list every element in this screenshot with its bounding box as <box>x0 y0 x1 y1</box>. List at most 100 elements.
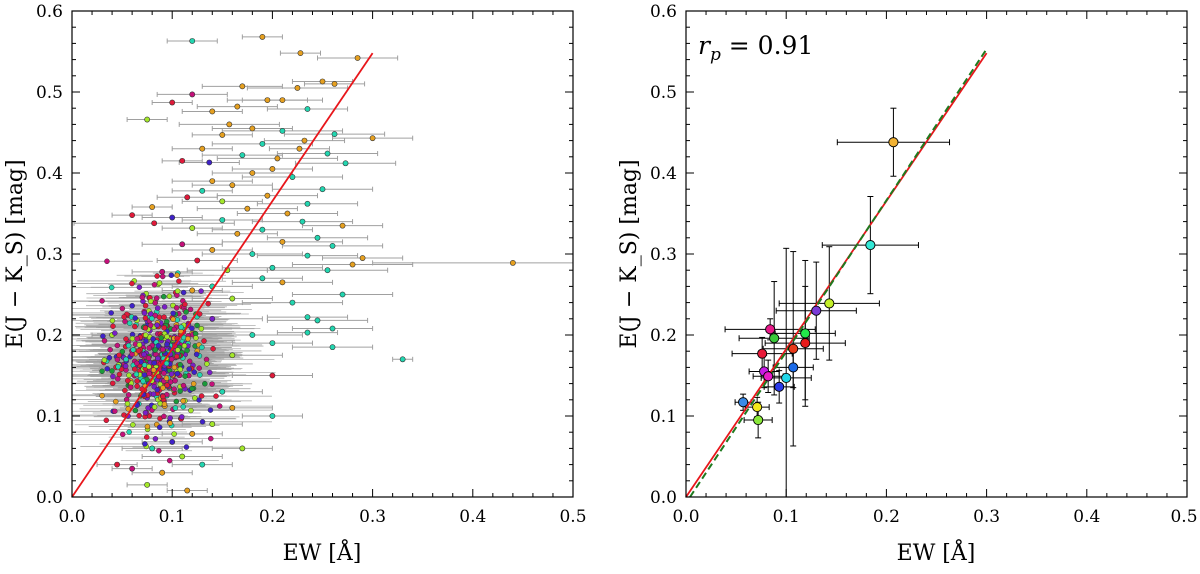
left-data-point <box>108 284 115 291</box>
left-data-point <box>199 461 206 468</box>
left-data-point <box>188 407 194 414</box>
left-data-point <box>171 326 178 333</box>
left-data-point <box>234 230 241 237</box>
left-data-point <box>339 291 346 298</box>
left-data-point <box>509 260 516 266</box>
left-data-point <box>274 155 281 162</box>
left-data-point <box>177 388 183 394</box>
right-x-tick-label: 0.4 <box>1073 507 1100 527</box>
left-x-axis-label: EW [Å] <box>283 538 362 566</box>
left-x-tick-label: 0.1 <box>159 507 186 527</box>
left-data-point <box>150 336 156 342</box>
right-data-point <box>765 324 776 335</box>
left-data-point <box>354 55 361 61</box>
left-data-point <box>219 198 226 205</box>
left-data-point <box>164 382 170 388</box>
left-data-point <box>204 361 210 367</box>
left-data-point <box>264 97 271 103</box>
left-data-point <box>149 204 156 210</box>
left-data-point <box>174 370 181 377</box>
right-data-point <box>774 381 785 392</box>
left-data-point <box>259 34 266 40</box>
left-data-point <box>114 461 120 468</box>
left-data-point <box>180 382 187 389</box>
right-fit-line-dashed <box>689 48 988 498</box>
left-data-point <box>187 306 194 313</box>
left-data-point <box>219 217 226 223</box>
left-data-point <box>269 264 276 271</box>
left-data-point <box>213 393 219 399</box>
left-data-point <box>156 314 163 320</box>
left-data-point <box>160 346 166 353</box>
left-data-point <box>125 342 132 349</box>
left-data-point <box>154 322 160 328</box>
left-data-point <box>269 372 276 379</box>
left-data-point <box>190 381 197 387</box>
left-y-tick-label: 0.4 <box>36 164 63 184</box>
left-data-point <box>161 314 167 320</box>
left-data-point <box>184 347 190 354</box>
left-data-point <box>199 419 206 425</box>
right-x-axis-label: EW [Å] <box>897 538 976 566</box>
left-data-point <box>164 333 170 340</box>
left-data-point <box>184 487 191 494</box>
left-data-point <box>193 335 199 341</box>
left-data-point <box>147 311 154 317</box>
correlation-subscript: p <box>710 45 721 65</box>
left-data-point <box>304 252 311 259</box>
right-panel: 0.0 0.1 0.2 0.3 0.4 0.5 0.0 0.1 0.2 0.3 … <box>617 2 1198 566</box>
left-data-point <box>142 441 148 447</box>
left-data-point <box>279 238 286 245</box>
left-data-point <box>123 336 129 342</box>
left-data-point <box>174 347 181 353</box>
left-data-point <box>207 407 214 413</box>
right-data-point <box>811 305 822 316</box>
left-data-point <box>196 365 202 371</box>
left-x-tick-label: 0.2 <box>259 507 286 527</box>
right-y-tick-label: 0.0 <box>650 488 677 508</box>
left-data-point <box>150 391 157 397</box>
left-data-point <box>269 413 276 419</box>
left-data-point <box>129 212 136 219</box>
left-data-point <box>170 316 176 323</box>
right-data-point <box>800 328 811 339</box>
left-data-point <box>129 303 135 309</box>
left-data-point <box>146 370 152 377</box>
left-data-point <box>186 358 193 365</box>
left-x-tick-label: 0.5 <box>559 507 586 527</box>
left-points <box>99 34 516 494</box>
left-data-point <box>329 242 336 249</box>
left-data-point <box>160 393 166 400</box>
left-data-point <box>189 287 196 294</box>
left-x-tick-labels: 0.0 0.1 0.2 0.3 0.4 0.5 <box>58 507 586 527</box>
left-data-point <box>109 368 115 374</box>
left-data-point <box>349 261 356 268</box>
left-data-point <box>109 380 116 387</box>
left-data-point <box>197 372 203 378</box>
left-data-point <box>209 381 215 387</box>
left-data-point <box>114 342 121 349</box>
left-data-point <box>304 200 311 207</box>
left-data-point <box>219 132 226 138</box>
left-data-point <box>168 272 175 279</box>
left-data-point <box>174 272 180 279</box>
left-data-point <box>136 412 142 419</box>
left-data-point <box>112 408 118 414</box>
left-data-point <box>229 295 236 302</box>
left-data-point <box>199 344 205 351</box>
correlation-annotation: rp = 0.91 <box>698 31 813 65</box>
left-data-point <box>179 241 186 248</box>
left-data-point <box>177 366 184 373</box>
left-data-point <box>99 392 105 399</box>
left-data-point <box>115 364 121 370</box>
left-data-point <box>208 435 214 442</box>
left-data-point <box>176 278 182 284</box>
left-data-point <box>144 423 151 430</box>
right-y-tick-label: 0.1 <box>650 407 677 427</box>
left-x-tick-label: 0.4 <box>459 507 486 527</box>
left-data-point <box>369 135 376 142</box>
left-data-point <box>183 444 190 450</box>
left-data-point <box>184 194 191 201</box>
left-data-point <box>186 366 192 372</box>
right-y-tick-label: 0.6 <box>650 2 677 22</box>
